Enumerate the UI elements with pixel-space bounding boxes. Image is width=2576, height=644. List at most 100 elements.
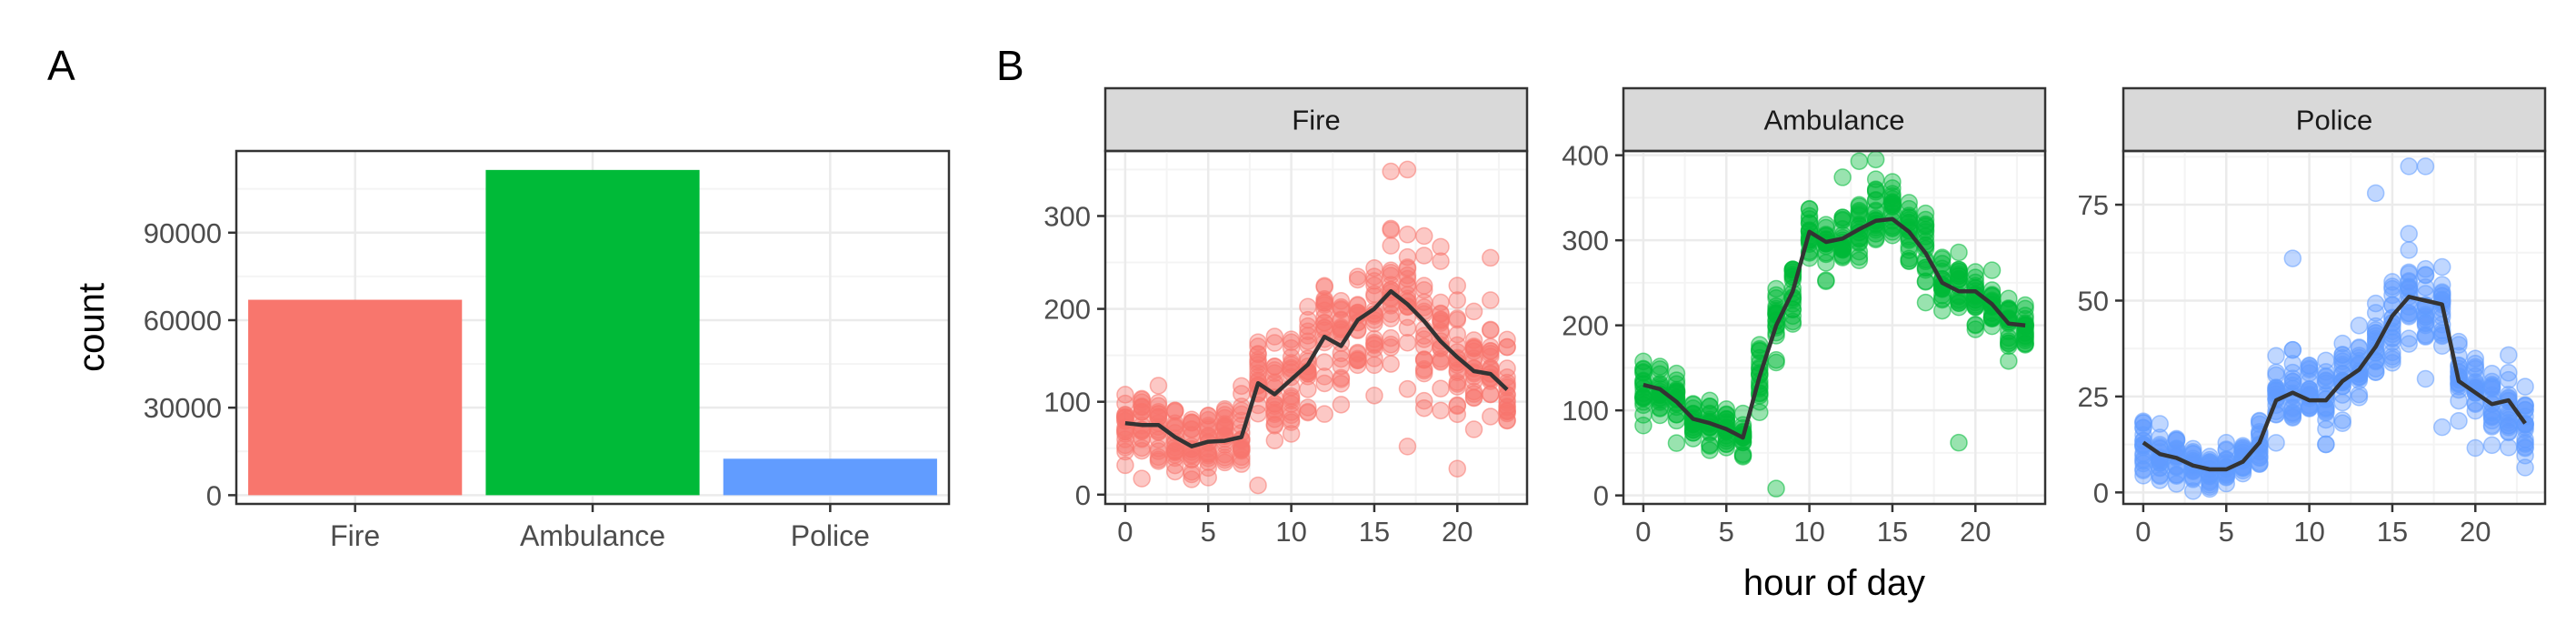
scatter-point <box>1315 353 1333 371</box>
scatter-point <box>2267 434 2285 452</box>
scatter-point <box>2416 266 2435 285</box>
y-tick-label: 60000 <box>144 305 222 337</box>
scatter-point <box>1332 310 1351 328</box>
scatter-point <box>1982 261 2002 279</box>
scatter-point <box>1717 400 1736 418</box>
scatter-point <box>2183 470 2202 488</box>
x-tick-label: Police <box>791 519 870 552</box>
y-tick-label: 100 <box>1043 387 1091 418</box>
scatter-point <box>2300 358 2319 377</box>
scatter-point <box>1414 226 1433 246</box>
scatter-point <box>1448 377 1467 396</box>
scatter-point <box>1116 442 1134 461</box>
scatter-point <box>2317 419 2335 438</box>
y-tick-label: 0 <box>206 479 222 511</box>
scatter-point <box>1767 350 1785 369</box>
scatter-point <box>1382 355 1400 373</box>
scatter-point <box>1116 456 1134 475</box>
scatter-point <box>1866 203 1885 221</box>
scatter-point <box>2251 453 2269 472</box>
scatter-point <box>1432 353 1450 371</box>
scatter-point <box>1432 252 1450 270</box>
scatter-point <box>1448 310 1467 329</box>
scatter-point <box>1165 402 1184 421</box>
scatter-point <box>2466 401 2485 420</box>
scatter-point <box>1651 360 1669 378</box>
scatter-point-outlier <box>2400 157 2418 176</box>
scatter-point <box>1282 387 1301 406</box>
scatter-point-outlier <box>2366 184 2385 203</box>
scatter-point <box>1733 448 1752 466</box>
scatter-point <box>1800 199 1819 218</box>
y-tick-label: 25 <box>2078 381 2109 413</box>
scatter-point <box>1866 230 1885 249</box>
bar-police <box>723 458 937 496</box>
scatter-point <box>2134 426 2152 444</box>
scatter-point <box>1482 344 1500 363</box>
scatter-point <box>1498 359 1516 377</box>
scatter-point <box>1916 293 1935 312</box>
scatter-point <box>2500 408 2518 427</box>
scatter-point <box>1448 325 1467 344</box>
bar-ambulance <box>485 169 700 496</box>
facet-strip-label: Police <box>2296 105 2372 136</box>
scatter-point <box>2317 403 2335 422</box>
scatter-point <box>2416 369 2435 388</box>
scatter-point <box>1249 353 1267 371</box>
scatter-point <box>2350 339 2369 357</box>
scatter-point <box>2516 438 2534 457</box>
scatter-point <box>2151 471 2169 489</box>
scatter-point <box>1701 436 1719 454</box>
scatter-point <box>1365 272 1383 290</box>
y-axis-title: count <box>72 283 112 372</box>
panel-label-a: A <box>47 42 75 89</box>
scatter-point <box>1850 251 1869 269</box>
x-tick-label: 20 <box>2460 516 2491 548</box>
scatter-point <box>1398 438 1417 456</box>
scatter-point <box>1299 336 1317 355</box>
scatter-point <box>1916 204 1935 223</box>
scatter-point <box>2400 225 2418 243</box>
scatter-point <box>1414 360 1433 378</box>
scatter-point <box>1348 356 1367 375</box>
scatter-point <box>1265 395 1284 413</box>
scatter-point <box>2383 343 2401 362</box>
x-tick-label: 15 <box>1877 516 1908 548</box>
scatter-point <box>1900 252 1918 270</box>
scatter-points <box>1634 150 2034 498</box>
x-tick-label: 10 <box>1793 516 1824 548</box>
x-tick-label: 10 <box>2293 516 2324 548</box>
y-tick-label: 0 <box>1075 479 1091 511</box>
scatter-point <box>1249 333 1267 351</box>
scatter-point <box>1398 379 1417 398</box>
facet-police: Police 0 25 50 75 0 5 10 15 20 <box>2078 86 2547 548</box>
scatter-point <box>2400 241 2418 259</box>
scatter-point <box>2416 314 2435 332</box>
scatter-point <box>1448 396 1467 415</box>
scatter-point <box>1498 391 1516 409</box>
scatter-point <box>1398 277 1417 296</box>
scatter-point <box>1199 417 1218 435</box>
scatter-point <box>1817 272 1835 291</box>
scatter-point <box>2267 363 2285 382</box>
plot-frame <box>1622 149 2047 506</box>
scatter-point <box>2516 458 2534 477</box>
scatter-point <box>1332 396 1351 414</box>
scatter-point <box>1348 267 1367 286</box>
scatter-point <box>2366 304 2385 322</box>
scatter-point <box>2432 257 2451 277</box>
scatter-point <box>1332 292 1351 310</box>
scatter-point <box>1651 365 1669 384</box>
scatter-point <box>1265 417 1284 435</box>
scatter-point <box>1265 327 1284 346</box>
scatter-point <box>1365 387 1383 405</box>
scatter-point <box>2333 393 2351 412</box>
x-tick-label: 10 <box>1275 516 1306 548</box>
scatter-point <box>1149 452 1168 470</box>
scatter-point <box>1332 375 1351 393</box>
scatter-point <box>1498 398 1516 417</box>
scatter-point <box>2016 317 2034 337</box>
scatter-point <box>1414 277 1433 295</box>
